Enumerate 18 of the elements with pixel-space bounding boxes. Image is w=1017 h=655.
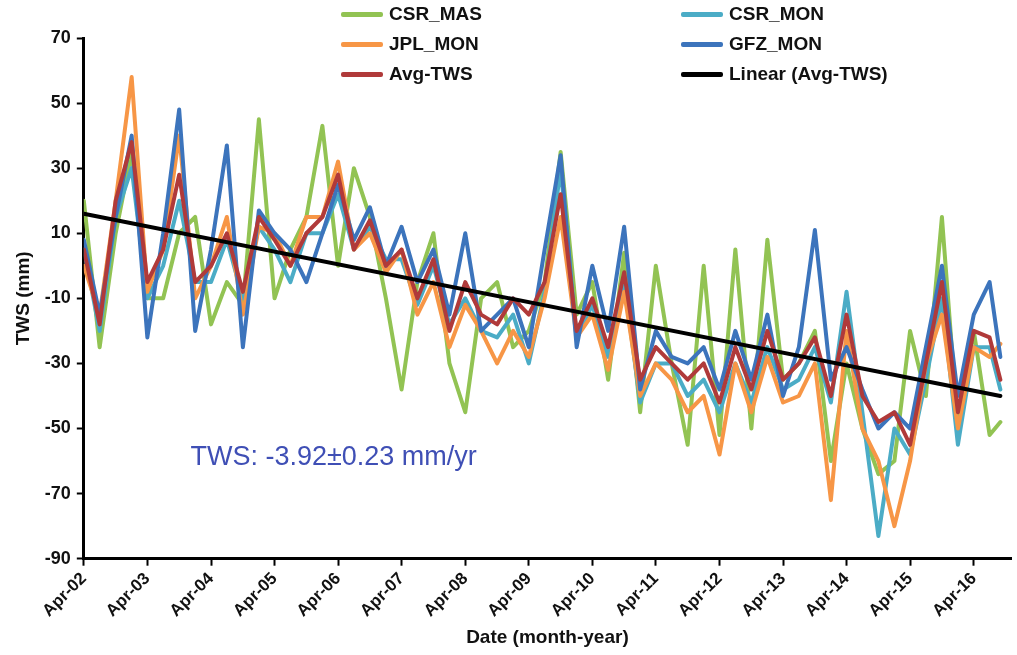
y-tick-label: -90 bbox=[44, 547, 71, 568]
y-tick-label: -30 bbox=[44, 352, 71, 373]
legend-label: Avg-TWS bbox=[388, 62, 474, 86]
legend-label: CSR_MON bbox=[728, 2, 825, 26]
legend-label: GFZ_MON bbox=[728, 32, 823, 56]
legend-label: CSR_MAS bbox=[388, 2, 483, 26]
y-tick-label: 10 bbox=[50, 222, 71, 243]
y-tick-label: 50 bbox=[50, 92, 71, 113]
legend-label: JPL_MON bbox=[388, 32, 480, 56]
y-tick-label: -10 bbox=[44, 287, 71, 308]
legend-label: Linear (Avg-TWS) bbox=[728, 62, 889, 86]
annotation: TWS: -3.92±0.23 mm/yr bbox=[190, 440, 477, 471]
y-tick-label: 70 bbox=[50, 26, 71, 47]
y-tick-label: 30 bbox=[50, 157, 71, 178]
y-tick-label: -50 bbox=[44, 417, 71, 438]
y-axis-title: TWS (mm) bbox=[11, 251, 33, 346]
y-tick-label: -70 bbox=[44, 482, 71, 503]
x-axis-title: Date (month-year) bbox=[466, 625, 629, 647]
